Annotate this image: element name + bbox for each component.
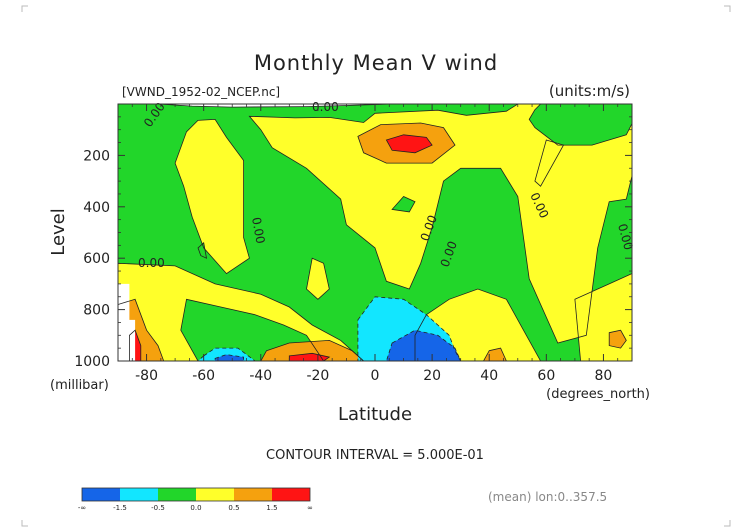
contour-line (385, 329, 462, 361)
legend-swatch (120, 488, 158, 501)
contour-line (385, 134, 433, 154)
contour-region (306, 258, 330, 300)
contour-line (118, 262, 365, 361)
contour-label: 0.00 (249, 216, 267, 245)
contour-region (175, 119, 250, 274)
contour-line (128, 329, 142, 361)
y-tick-label: 600 (83, 251, 110, 267)
y-tick-label: 200 (83, 148, 110, 164)
y-tick-label: 400 (83, 200, 110, 216)
x-tick-label: -20 (306, 368, 329, 384)
contour-label: 0.00 (312, 100, 339, 114)
contour-label: 0.00 (615, 222, 635, 251)
legend-label: -1.5 (113, 504, 127, 512)
contour-line (174, 118, 250, 275)
contour-line (483, 347, 507, 361)
legend-label: 0.0 (190, 504, 201, 512)
y-tick-label: 800 (83, 303, 110, 319)
contour-line (306, 257, 330, 300)
contour-line (357, 296, 462, 361)
contour-fill-layer (118, 104, 632, 361)
contour-line (248, 104, 632, 344)
contour-region (386, 330, 461, 361)
x-axis-label: Latitude (338, 404, 412, 425)
legend-swatch (234, 488, 272, 501)
corner-mark-br (724, 520, 731, 527)
contour-line (180, 298, 325, 361)
y-unit-label: (millibar) (50, 378, 109, 393)
contour-interval-label: CONTOUR INTERVAL = 5.000E-01 (266, 448, 484, 463)
corner-mark-tl (21, 5, 28, 12)
contour-region (609, 330, 627, 349)
contour-region (386, 134, 433, 153)
legend-swatch (82, 488, 120, 501)
chart-title: Monthly Mean V wind (254, 51, 498, 75)
corner-mark-tr (724, 5, 731, 12)
legend-swatch (158, 488, 196, 501)
x-unit-label: (degrees_north) (546, 387, 650, 402)
x-tick-label: -80 (135, 368, 158, 384)
legend-label: -∞ (78, 504, 86, 512)
contour-line (414, 288, 542, 361)
color-legend: -∞ -1.5 -0.5 0.0 0.5 1.5 ∞ (78, 487, 313, 512)
legend-swatch (272, 488, 310, 501)
contour-line (357, 122, 456, 164)
y-axis-label: Level (48, 208, 69, 256)
units-label: (units:m/s) (549, 82, 630, 100)
contour-line (608, 329, 627, 349)
x-tick-label: 40 (480, 368, 498, 384)
legend-label: 1.5 (266, 504, 277, 512)
legend-label: 0.5 (228, 504, 239, 512)
legend-frame (81, 487, 311, 502)
x-tick-label: 60 (537, 368, 555, 384)
legend-swatch (196, 488, 234, 501)
x-tick-label: -60 (192, 368, 215, 384)
source-label: [VWND_1952-02_NCEP.nc] (122, 85, 280, 99)
contour-region (392, 196, 415, 212)
legend-label: ∞ (307, 504, 313, 512)
contour-line-layer (118, 104, 632, 361)
x-tick-label: 20 (423, 368, 441, 384)
legend-label: -0.5 (151, 504, 165, 512)
x-tick-label: 80 (595, 368, 613, 384)
x-tick-label: 0 (371, 368, 380, 384)
contour-line (534, 139, 565, 187)
contour-region (249, 104, 632, 343)
contour-line (391, 196, 416, 213)
contour-region (534, 140, 564, 187)
contour-line (574, 273, 632, 361)
contour-line (118, 298, 165, 361)
footer-label: (mean) lon:0..357.5 (488, 490, 607, 504)
axis-ticks: -80 -60 -40 -20 0 20 40 60 80 200 400 600 800 1000 (74, 104, 633, 384)
contour-label: 0.00 (138, 256, 165, 270)
x-tick-label: -40 (249, 368, 272, 384)
contour-line (214, 354, 245, 361)
contour-line (260, 339, 365, 361)
contour-region (260, 340, 364, 361)
y-tick-label: 1000 (74, 354, 110, 370)
corner-mark-bl (21, 520, 28, 527)
contour-line (197, 242, 208, 259)
